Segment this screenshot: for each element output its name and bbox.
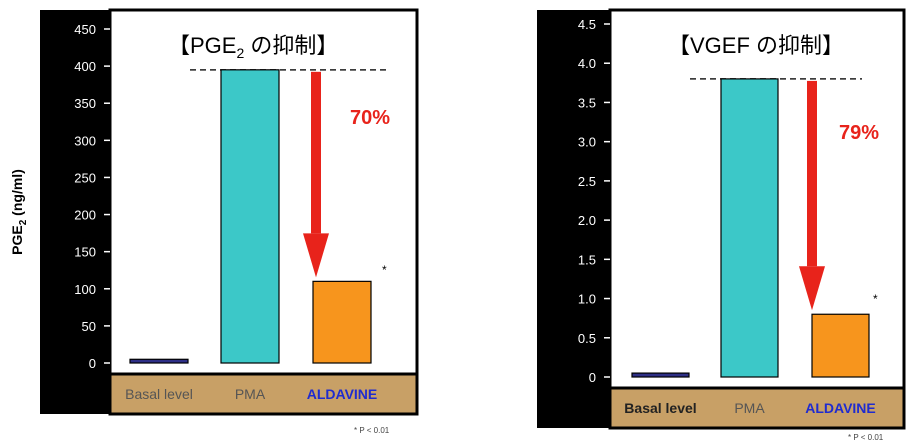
y-axis-panel xyxy=(537,10,610,428)
bar-1 xyxy=(129,358,189,364)
bar-3 xyxy=(811,313,870,378)
y-tick-label: 0 xyxy=(89,356,96,371)
category-label: Basal level xyxy=(624,400,696,416)
y-tick-label: 3.5 xyxy=(578,95,596,110)
category-band xyxy=(108,372,419,416)
y-axis-label: VEGF (ng/ml) xyxy=(543,175,559,264)
y-axis-label-main: VEGF (ng/ml) xyxy=(543,175,559,264)
y-tick-label: 250 xyxy=(74,170,96,185)
bar-2 xyxy=(720,78,779,378)
bar-3 xyxy=(312,280,372,364)
y-axis-label-main: PGE xyxy=(9,225,25,255)
y-tick-label: 450 xyxy=(74,22,96,37)
y-tick-label: 0 xyxy=(589,370,596,385)
y-tick-label: 350 xyxy=(74,96,96,111)
bar-1 xyxy=(631,372,690,378)
significance-mark: * xyxy=(873,292,878,306)
reduction-arrow-head xyxy=(799,266,825,311)
reduction-arrow-head xyxy=(303,233,329,278)
significance-mark: * xyxy=(382,263,387,277)
reduction-percent-label: 70% xyxy=(350,107,390,129)
y-tick-label: 4.5 xyxy=(578,17,596,32)
y-axis-panel xyxy=(40,10,110,414)
y-axis-label-subscript: 2 xyxy=(18,219,29,225)
chart-title-main: 【VGEF の抑制】 xyxy=(668,33,844,58)
category-label: ALDAVINE xyxy=(805,400,876,416)
significance-footnote: * P < 0.01 xyxy=(354,426,390,435)
y-axis-label: PGE2 (ng/ml) xyxy=(9,169,29,255)
significance-footnote: * P < 0.01 xyxy=(848,433,884,442)
chart-title-suffix: の抑制】 xyxy=(244,33,338,58)
chart-title-main: 【PGE xyxy=(168,33,236,58)
category-label: ALDAVINE xyxy=(307,386,378,402)
bar-2 xyxy=(220,69,280,364)
y-tick-label: 2.0 xyxy=(578,213,596,228)
y-tick-label: 4.0 xyxy=(578,56,596,71)
category-label: PMA xyxy=(734,400,765,416)
y-tick-label: 150 xyxy=(74,245,96,260)
y-tick-label: 100 xyxy=(74,282,96,297)
chart-2: 0 0.5 1.0 1.5 2.0 2.5 3.0 3.5 4.0 4.5 VEGF (ng/ml)… xyxy=(537,8,906,442)
reduction-percent-label: 79% xyxy=(839,122,879,144)
category-label: PMA xyxy=(235,386,266,402)
y-tick-label: 200 xyxy=(74,208,96,223)
y-axis-label-suffix: (ng/ml) xyxy=(9,169,25,220)
category-label: Basal level xyxy=(125,386,193,402)
y-tick-label: 1.5 xyxy=(578,252,596,267)
y-tick-label: 1.0 xyxy=(578,292,596,307)
y-tick-label: 3.0 xyxy=(578,135,596,150)
reduction-arrow-shaft xyxy=(311,71,321,234)
chart-title-subscript: 2 xyxy=(236,45,244,61)
category-band xyxy=(608,386,906,430)
chart-title: 【PGE2 の抑制】 xyxy=(168,33,338,61)
reduction-arrow-shaft xyxy=(807,80,817,267)
y-tick-label: 2.5 xyxy=(578,174,596,189)
chart-title: 【VGEF の抑制】 xyxy=(668,33,844,58)
y-tick-label: 300 xyxy=(74,133,96,148)
y-tick-label: 50 xyxy=(82,319,96,334)
y-tick-label: 0.5 xyxy=(578,331,596,346)
y-tick-label: 400 xyxy=(74,59,96,74)
